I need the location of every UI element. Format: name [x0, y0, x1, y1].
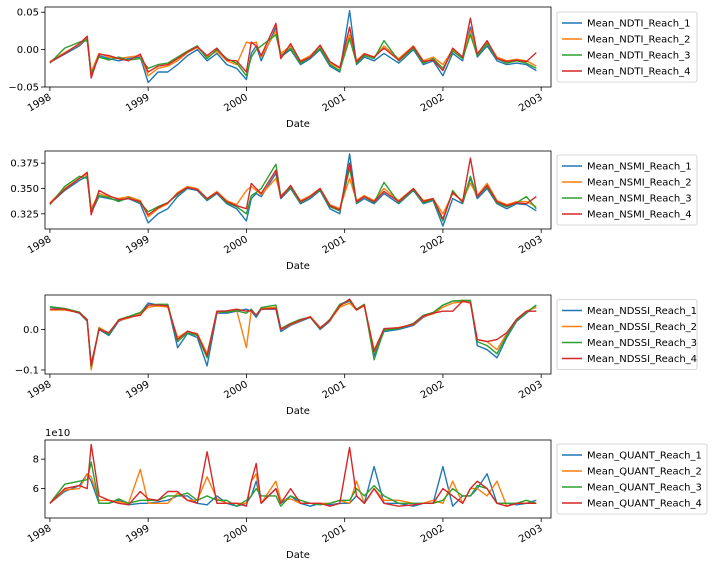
- x-tick-label: 1998: [26, 92, 54, 114]
- x-axis-label: Date: [286, 550, 310, 561]
- legend-label-4: Mean_NDTI_Reach_4: [587, 67, 690, 78]
- x-tick-label: 2001: [321, 379, 349, 401]
- y-tick-label: 0.350: [10, 184, 39, 195]
- x-tick-label: 2000: [222, 92, 250, 114]
- legend-label-3: Mean_NDTI_Reach_3: [587, 51, 690, 62]
- y-tick-label: 0.00: [17, 45, 39, 56]
- y-tick-label: 0.375: [10, 159, 39, 170]
- legend: Mean_NDTI_Reach_1 Mean_NDTI_Reach_2 Mean_N…: [556, 11, 698, 83]
- x-tick-label: 2003: [517, 379, 545, 401]
- legend-label-4: Mean_NDSSI_Reach_4: [587, 354, 697, 365]
- legend-label-2: Mean_NSMI_Reach_2: [587, 178, 692, 189]
- series-line-3: [49, 299, 537, 368]
- x-tick-label: 2003: [517, 92, 545, 114]
- y-tick-label: 6: [33, 484, 39, 495]
- x-tick-label: 2001: [321, 234, 349, 256]
- x-tick-label: 1998: [26, 379, 54, 401]
- x-tick-label: 1998: [26, 523, 54, 545]
- x-tick-label: 2003: [517, 234, 545, 256]
- series-line-3: [49, 163, 537, 222]
- legend-label-1: Mean_NDSSI_Reach_1: [587, 306, 697, 317]
- series-line-4: [49, 298, 537, 367]
- x-tick-label: 2000: [222, 234, 250, 256]
- chart-panel-3: 0.0 −0.1 1998 1999 2000 2001 2002 2003 Date Mean_…: [15, 294, 698, 417]
- plot-frame: [44, 294, 552, 375]
- series-line-1: [49, 10, 537, 84]
- y-tick-label: 0.0: [23, 325, 39, 336]
- legend-label-4: Mean_QUANT_Reach_4: [587, 499, 702, 510]
- series-line-1: [49, 300, 537, 367]
- x-tick-label: 2002: [419, 523, 447, 545]
- legend-label-2: Mean_NDSSI_Reach_2: [587, 322, 697, 333]
- x-tick-label: 2002: [419, 234, 447, 256]
- y-tick-label: 0.325: [10, 209, 39, 220]
- legend-label-4: Mean_NSMI_Reach_4: [587, 210, 692, 221]
- x-tick-label: 2003: [517, 523, 545, 545]
- legend: Mean_NSMI_Reach_1 Mean_NSMI_Reach_2 Mean_N…: [556, 154, 698, 226]
- plot-frame: [44, 150, 552, 230]
- legend-frame: [556, 443, 708, 515]
- x-axis-label: Date: [286, 261, 310, 272]
- series-line-4: [49, 157, 537, 220]
- x-tick-label: 2000: [222, 523, 250, 545]
- legend: Mean_NDSSI_Reach_1 Mean_NDSSI_Reach_2 Mean…: [556, 299, 698, 370]
- x-tick-label: 1998: [26, 234, 54, 256]
- x-axis-label: Date: [286, 406, 310, 417]
- chart-panel-2: 0.375 0.350 0.325 1998 1999 2000 2001 2002 2003 D…: [10, 150, 698, 272]
- legend-frame: [556, 154, 698, 226]
- legend-frame: [556, 11, 698, 83]
- y-tick-label: −0.05: [8, 83, 39, 94]
- legend-frame: [556, 299, 698, 370]
- legend-label-3: Mean_NDSSI_Reach_3: [587, 338, 697, 349]
- legend-label-1: Mean_NDTI_Reach_1: [587, 19, 690, 30]
- y-tick-label: 0.05: [17, 8, 39, 19]
- legend-label-3: Mean_QUANT_Reach_3: [587, 483, 702, 494]
- plot-frame: [44, 6, 552, 88]
- x-tick-label: 2000: [222, 379, 250, 401]
- x-tick-label: 1999: [124, 379, 152, 401]
- legend-label-1: Mean_QUANT_Reach_1: [587, 451, 702, 462]
- legend-label-1: Mean_NSMI_Reach_1: [587, 162, 692, 173]
- legend-label-2: Mean_NDTI_Reach_2: [587, 35, 690, 46]
- series-line-2: [49, 301, 537, 371]
- series-line-3: [49, 461, 537, 507]
- legend: Mean_QUANT_Reach_1 Mean_QUANT_Reach_2 Mean…: [556, 443, 708, 515]
- chart-panel-4: 8 6 1e10 1998 1999 2000 2001 2002 2003 Date Mean_Q…: [26, 428, 708, 561]
- x-tick-label: 2002: [419, 92, 447, 114]
- series-line-4: [49, 443, 537, 507]
- y-tick-label: −0.1: [15, 365, 39, 376]
- y-tick-label: 8: [33, 455, 39, 466]
- x-tick-label: 2002: [419, 379, 447, 401]
- x-tick-label: 2001: [321, 92, 349, 114]
- plot-frame: [44, 439, 552, 519]
- x-tick-label: 1999: [124, 92, 152, 114]
- x-tick-label: 1999: [124, 234, 152, 256]
- legend-label-3: Mean_NSMI_Reach_3: [587, 194, 692, 205]
- x-axis-label: Date: [286, 119, 310, 130]
- legend-label-2: Mean_QUANT_Reach_2: [587, 467, 702, 478]
- x-tick-label: 1999: [124, 523, 152, 545]
- series-line-4: [49, 17, 537, 79]
- y-scale-label: 1e10: [45, 428, 70, 439]
- series-line-1: [49, 153, 537, 227]
- x-tick-label: 2001: [321, 523, 349, 545]
